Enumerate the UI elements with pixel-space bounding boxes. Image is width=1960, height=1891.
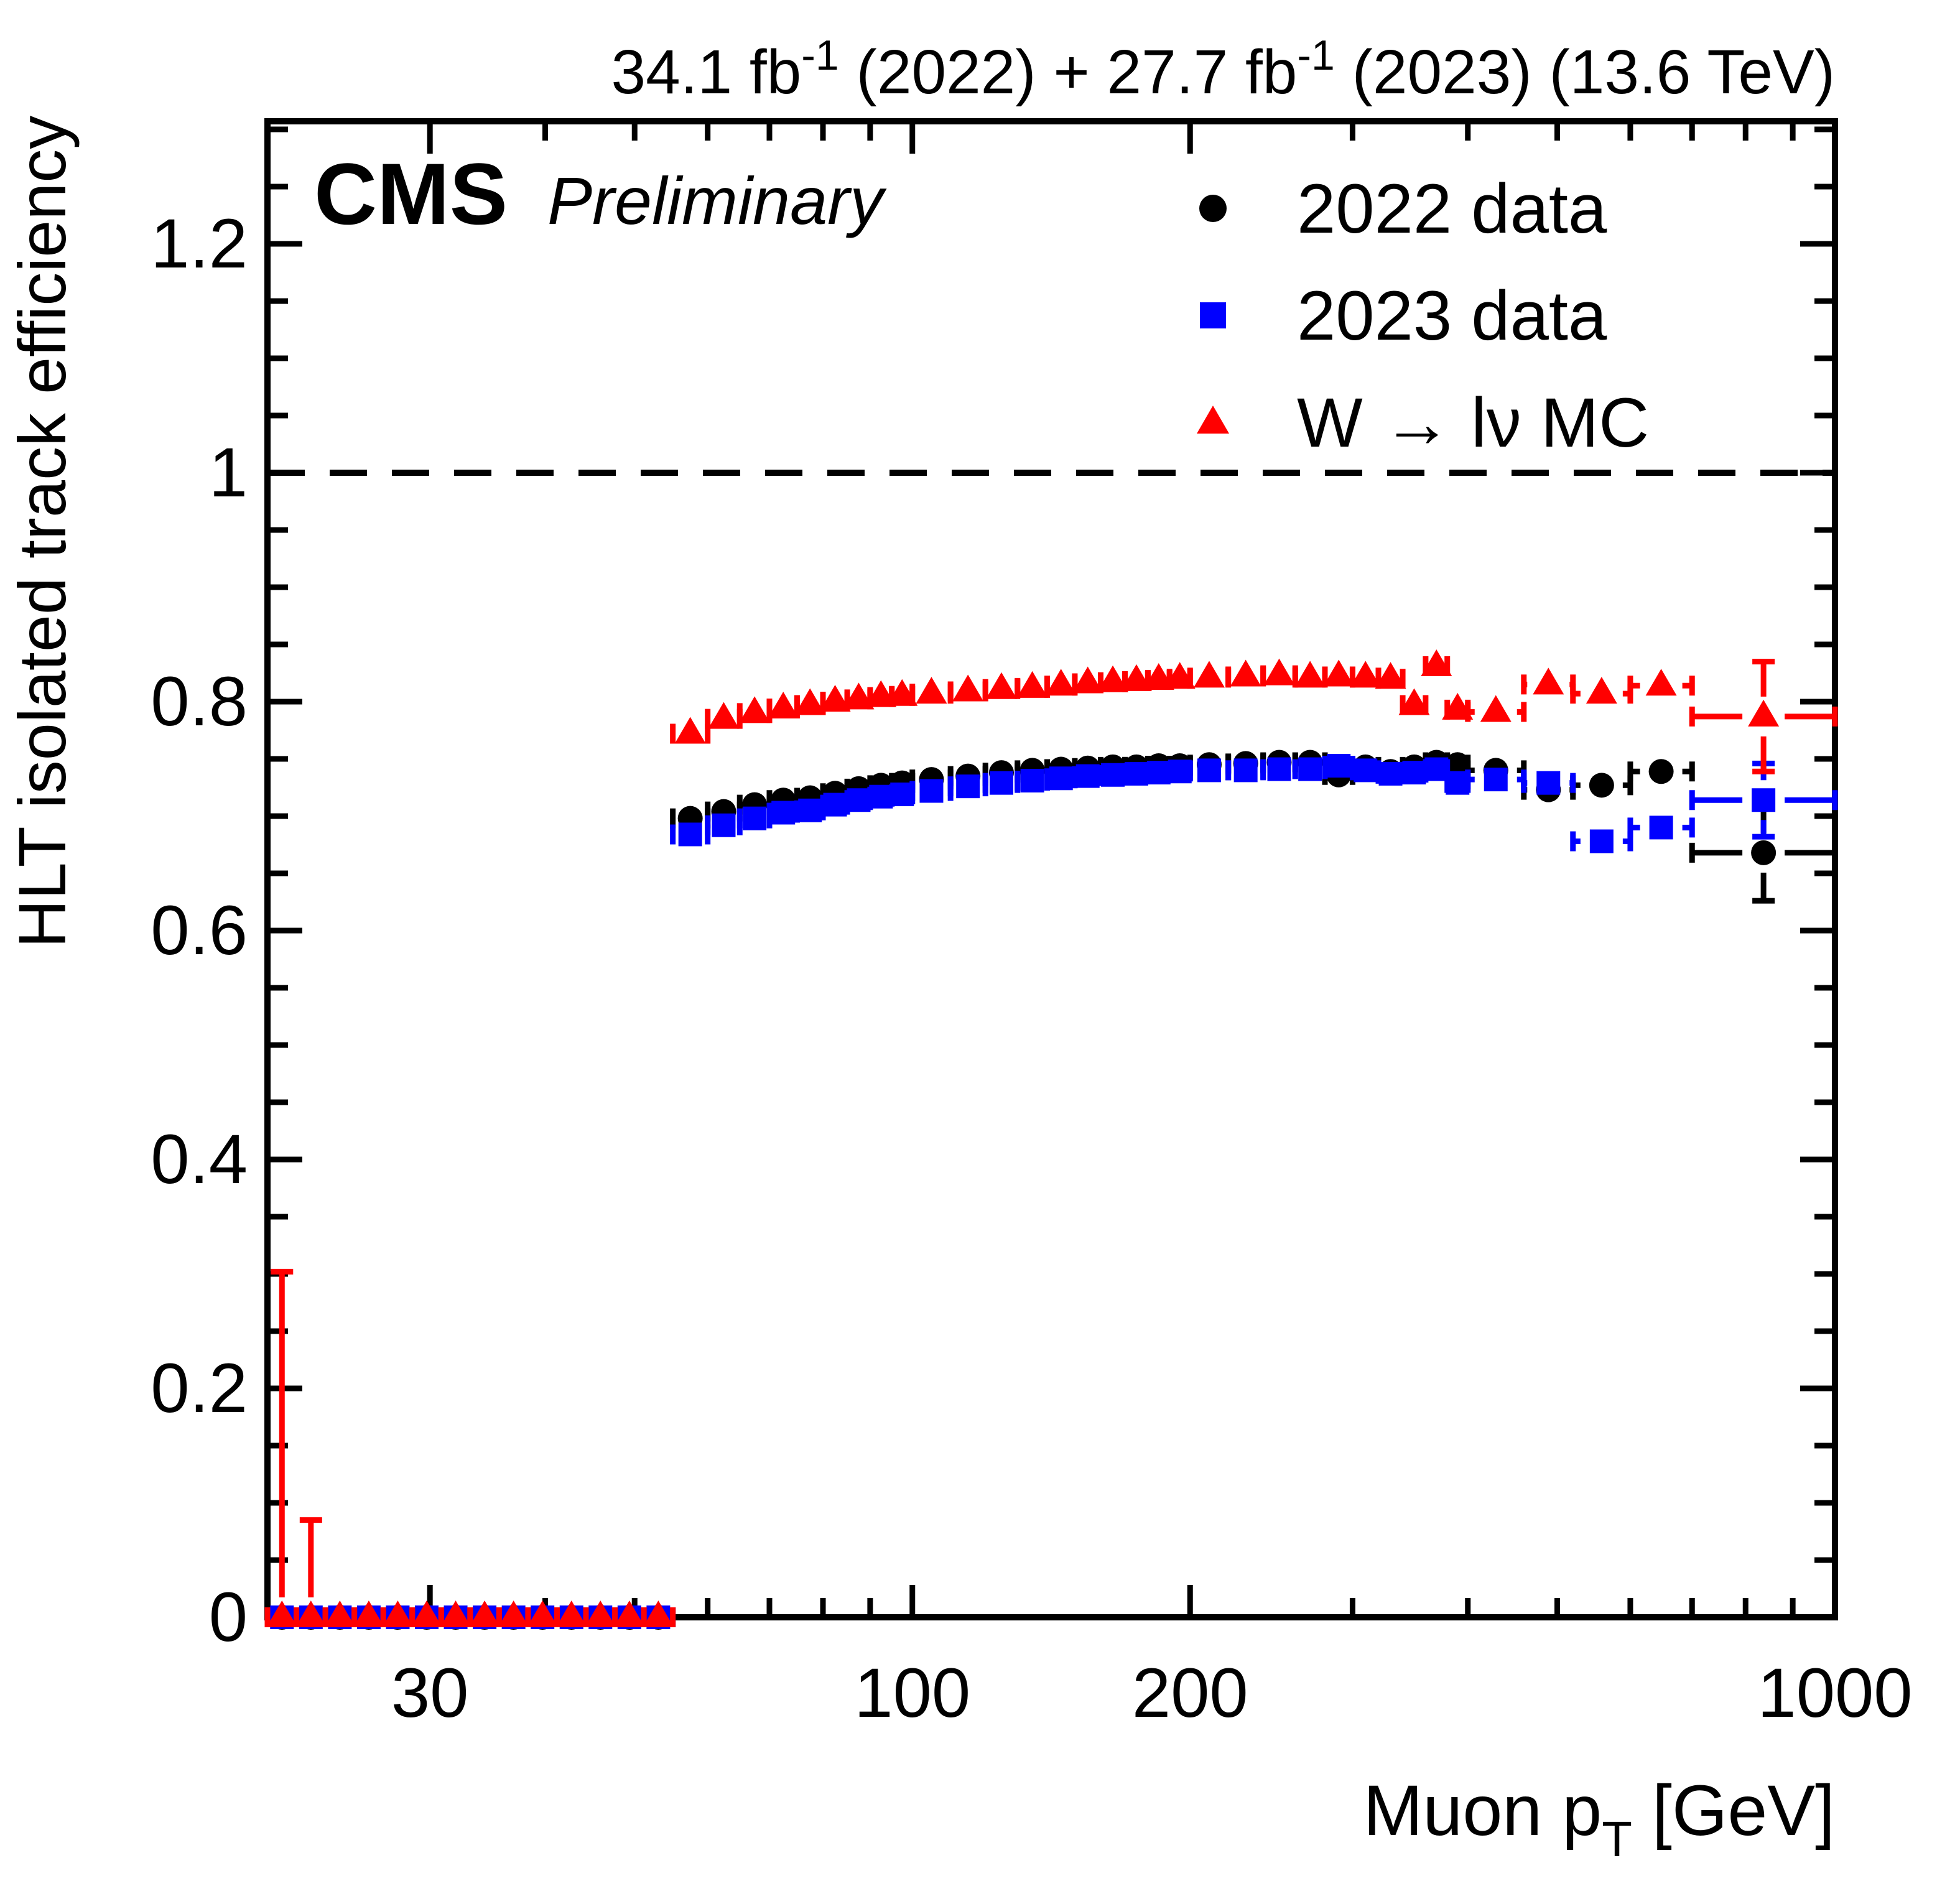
x-tick-label: 100 [854,1654,970,1732]
x-tick-label: 1000 [1757,1654,1912,1732]
legend: 2022 data 2023 data W → lν MC [1197,170,1649,462]
y-tick-label: 0.8 [151,662,248,740]
series-2022-data [264,750,1838,1630]
legend-marker-square-icon [1200,302,1226,328]
y-tick-label: 0.6 [151,891,248,969]
x-tick-label: 30 [391,1654,469,1732]
y-axis-title: HLT isolated track efficiency [4,116,80,949]
cms-label: CMS [314,145,508,243]
legend-label-wlnu-mc: W → lν MC [1297,384,1649,462]
legend-marker-circle-icon [1199,195,1227,222]
series-w-l-mc [264,649,1838,1627]
legend-marker-triangle-icon [1197,406,1229,434]
x-tick-label: 200 [1132,1654,1248,1732]
series-2023-data [264,754,1838,1629]
legend-label-2022: 2022 data [1297,170,1607,248]
y-tick-label: 1.2 [151,205,248,282]
data-layer [264,649,1838,1630]
axes-layer: 30 100 200 1000 0 0.2 0.4 0.6 0.8 1 1.2 [151,118,1913,1732]
legend-label-2023: 2023 data [1297,277,1607,355]
legend-item-2022: 2022 data [1199,170,1607,248]
y-tick-label: 0.4 [151,1120,248,1198]
luminosity-title: 34.1 fb-1 (2022) + 27.7 fb-1 (2023) (13.… [611,32,1835,107]
legend-item-2023: 2023 data [1200,277,1607,355]
y-tick-label: 0 [209,1578,248,1656]
legend-item-wlnu-mc: W → lν MC [1197,384,1649,462]
x-axis-title: Muon pT [GeV] [1363,1771,1835,1867]
y-tick-label: 0.2 [151,1349,248,1427]
y-tick-label: 1 [209,434,248,511]
preliminary-label: Preliminary [547,163,887,238]
plot-frame [264,118,1838,1620]
